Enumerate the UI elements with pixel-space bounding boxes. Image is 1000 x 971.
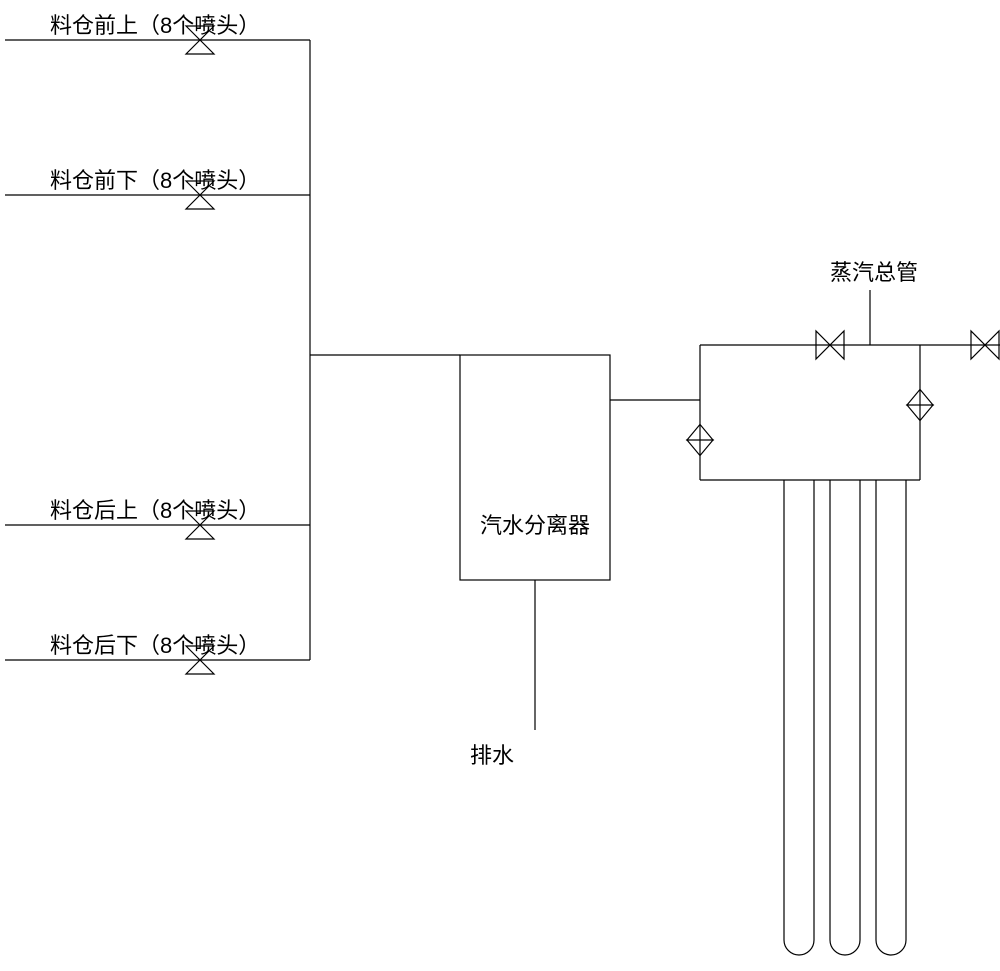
branch1-label: 料仓前上（8个喷头） bbox=[50, 8, 260, 40]
drain-label: 排水 bbox=[470, 738, 514, 770]
branch4-label: 料仓后下（8个喷头） bbox=[50, 628, 260, 660]
steam-main-label: 蒸汽总管 bbox=[830, 255, 918, 287]
branch3-label: 料仓后上（8个喷头） bbox=[50, 493, 260, 525]
diagram-svg bbox=[0, 0, 1000, 966]
branch2-label: 料仓前下（8个喷头） bbox=[50, 163, 260, 195]
piping-diagram: 料仓前上（8个喷头） 料仓前下（8个喷头） 料仓后上（8个喷头） 料仓后下（8个… bbox=[0, 0, 1000, 966]
separator-label: 汽水分离器 bbox=[480, 508, 590, 540]
